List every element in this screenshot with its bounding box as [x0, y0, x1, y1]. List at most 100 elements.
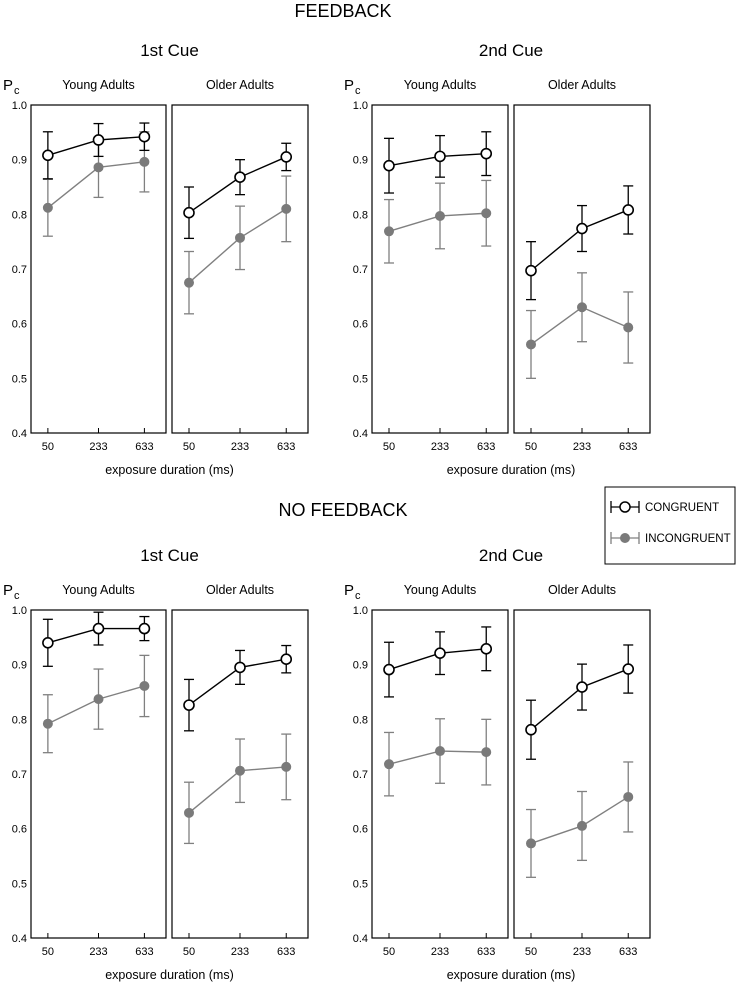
series-incongruent [384, 179, 492, 264]
x-tick-label: 633 [277, 441, 295, 453]
data-point [93, 162, 104, 173]
x-tick-label: 233 [431, 441, 449, 453]
y-tick-label: 0.8 [353, 209, 368, 221]
series-congruent [383, 626, 493, 698]
y-axis-label: Pc [344, 582, 361, 602]
data-point [139, 680, 150, 691]
data-point [525, 723, 537, 736]
data-point [93, 694, 104, 705]
x-tick-label: 50 [42, 441, 54, 453]
x-tick-label: 233 [573, 441, 591, 453]
data-point [383, 663, 395, 676]
data-point [383, 159, 395, 172]
y-tick-label: 0.9 [353, 660, 368, 672]
legend-congruent-label: CONGRUENT [645, 502, 719, 514]
series-incongruent [184, 733, 292, 845]
y-tick-label: 1.0 [12, 100, 27, 112]
data-point [384, 759, 394, 770]
panel-frame [513, 104, 651, 434]
series-incongruent [184, 175, 292, 315]
data-point [576, 681, 588, 693]
y-tick-label: 1.0 [12, 605, 27, 617]
series-incongruent [526, 761, 634, 878]
legend-incongruent-label: INCONGRUENT [645, 533, 731, 545]
data-point [281, 761, 292, 772]
y-axis-label-subscript: c [14, 590, 20, 602]
data-point [183, 206, 195, 219]
chart-2: 2nd Cue Pc 0.4 0.5 0.6 0.7 0.8 0.9 1.0 exposure d… [344, 41, 651, 477]
y-tick-label: 0.6 [353, 824, 368, 836]
x-tick-label: 50 [183, 946, 195, 958]
data-point [576, 222, 588, 235]
data-point [434, 150, 446, 163]
x-tick-label: 633 [135, 441, 153, 453]
chart-title: 1st Cue [140, 546, 199, 565]
x-axis-label: exposure duration (ms) [105, 463, 234, 477]
data-point [577, 302, 587, 313]
y-tick-label: 0.5 [353, 373, 368, 385]
panel-title: Young Adults [404, 78, 477, 92]
series-congruent [183, 142, 293, 240]
y-tick-label: 0.8 [353, 714, 368, 726]
chart-title: 2nd Cue [479, 41, 543, 60]
data-point [481, 747, 492, 758]
x-tick-label: 633 [477, 441, 495, 453]
y-axis-label-subscript: c [355, 85, 361, 97]
data-point [92, 134, 105, 146]
feedback-heading: FEEDBACK [294, 1, 391, 21]
y-tick-label: 0.7 [12, 264, 27, 276]
series-congruent [183, 644, 293, 732]
y-tick-label: 1.0 [353, 605, 368, 617]
legend-congruent-marker [610, 501, 640, 513]
x-tick-label: 50 [383, 441, 395, 453]
y-tick-label: 1.0 [353, 100, 368, 112]
x-tick-label: 233 [89, 946, 107, 958]
series-incongruent [42, 654, 150, 754]
data-point [622, 204, 635, 216]
data-point [92, 622, 105, 635]
data-point [525, 264, 537, 277]
data-point [481, 208, 492, 219]
data-point [384, 226, 394, 237]
y-axis-label: Pc [3, 582, 20, 602]
legend-incongruent-marker [610, 532, 640, 544]
data-point [281, 203, 292, 214]
y-tick-label: 0.8 [12, 714, 27, 726]
x-tick-label: 233 [573, 946, 591, 958]
data-point [234, 171, 246, 183]
y-tick-label: 0.4 [353, 933, 368, 945]
data-point [623, 791, 634, 802]
y-tick-label: 0.8 [12, 209, 27, 221]
panel-young-adults: Young Adults 50 233 633 [30, 78, 167, 453]
y-tick-label: 0.7 [353, 264, 368, 276]
y-tick-label: 0.7 [12, 769, 27, 781]
series-congruent [525, 185, 635, 301]
x-axis-label: exposure duration (ms) [447, 968, 576, 982]
data-point [184, 277, 194, 288]
panel-older-adults: Older Adults 50 233 633 [513, 583, 651, 958]
panel-older-adults: Older Adults 50 233 633 [513, 78, 651, 453]
panel-title: Older Adults [206, 78, 274, 92]
x-tick-label: 633 [619, 946, 637, 958]
x-tick-label: 233 [431, 946, 449, 958]
data-point [435, 210, 445, 221]
y-axis-label: Pc [344, 77, 361, 97]
x-axis-label: exposure duration (ms) [105, 968, 234, 982]
data-point [622, 663, 635, 675]
y-tick-label: 0.7 [353, 769, 368, 781]
data-point [42, 718, 53, 729]
data-point [235, 232, 245, 243]
data-point [623, 322, 634, 333]
y-tick-label: 0.4 [12, 428, 27, 440]
legend-box [604, 486, 736, 565]
y-tick-label: 0.5 [12, 878, 27, 890]
data-point [138, 130, 151, 143]
x-tick-label: 633 [477, 946, 495, 958]
panel-title: Young Adults [62, 583, 135, 597]
data-point [526, 339, 536, 350]
y-tick-label: 0.5 [12, 373, 27, 385]
x-tick-label: 633 [277, 946, 295, 958]
panel-young-adults: Young Adults 50 233 633 [30, 583, 167, 958]
series-congruent [525, 644, 635, 760]
